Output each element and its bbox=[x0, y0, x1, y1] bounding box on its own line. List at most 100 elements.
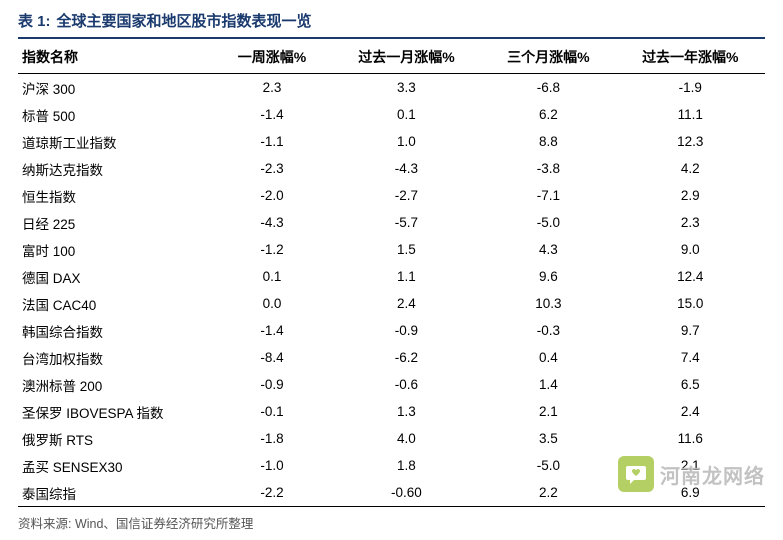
cell-value: 2.4 bbox=[616, 398, 765, 425]
cell-value: -1.8 bbox=[212, 425, 332, 452]
col-month-change: 过去一月涨幅% bbox=[332, 41, 481, 74]
heart-chat-icon bbox=[624, 462, 648, 486]
title-row: 表 1: 全球主要国家和地区股市指数表现一览 bbox=[18, 10, 765, 39]
cell-index-name: 德国 DAX bbox=[18, 263, 212, 290]
cell-value: -0.60 bbox=[332, 479, 481, 507]
col-year-change: 过去一年涨幅% bbox=[616, 41, 765, 74]
cell-value: 11.6 bbox=[616, 425, 765, 452]
cell-value: 10.3 bbox=[481, 290, 615, 317]
cell-value: -7.1 bbox=[481, 182, 615, 209]
table-row: 富时 100-1.21.54.39.0 bbox=[18, 236, 765, 263]
table-row: 澳洲标普 200-0.9-0.61.46.5 bbox=[18, 371, 765, 398]
cell-index-name: 法国 CAC40 bbox=[18, 290, 212, 317]
cell-value: -5.0 bbox=[481, 209, 615, 236]
table-row: 沪深 3002.33.3-6.8-1.9 bbox=[18, 74, 765, 102]
watermark: 河南龙网络 bbox=[618, 456, 765, 492]
cell-index-name: 沪深 300 bbox=[18, 74, 212, 102]
cell-value: 12.3 bbox=[616, 128, 765, 155]
cell-value: -1.4 bbox=[212, 101, 332, 128]
cell-value: -0.6 bbox=[332, 371, 481, 398]
watermark-text: 河南龙网络 bbox=[660, 460, 765, 489]
cell-value: 9.7 bbox=[616, 317, 765, 344]
stock-index-table: 指数名称 一周涨幅% 过去一月涨幅% 三个月涨幅% 过去一年涨幅% 沪深 300… bbox=[18, 41, 765, 507]
cell-index-name: 澳洲标普 200 bbox=[18, 371, 212, 398]
cell-value: -3.8 bbox=[481, 155, 615, 182]
cell-index-name: 泰国综指 bbox=[18, 479, 212, 507]
cell-value: -2.2 bbox=[212, 479, 332, 507]
cell-value: 2.2 bbox=[481, 479, 615, 507]
cell-value: -0.9 bbox=[212, 371, 332, 398]
cell-value: 2.3 bbox=[212, 74, 332, 102]
cell-value: -0.9 bbox=[332, 317, 481, 344]
cell-value: -4.3 bbox=[212, 209, 332, 236]
cell-index-name: 孟买 SENSEX30 bbox=[18, 452, 212, 479]
cell-value: -2.3 bbox=[212, 155, 332, 182]
cell-value: 1.5 bbox=[332, 236, 481, 263]
cell-index-name: 圣保罗 IBOVESPA 指数 bbox=[18, 398, 212, 425]
data-source: 资料来源: Wind、国信证券经济研究所整理 bbox=[18, 513, 765, 532]
table-row: 日经 225-4.3-5.7-5.02.3 bbox=[18, 209, 765, 236]
col-3month-change: 三个月涨幅% bbox=[481, 41, 615, 74]
cell-value: 3.3 bbox=[332, 74, 481, 102]
cell-index-name: 恒生指数 bbox=[18, 182, 212, 209]
table-row: 台湾加权指数-8.4-6.20.47.4 bbox=[18, 344, 765, 371]
cell-value: -4.3 bbox=[332, 155, 481, 182]
cell-index-name: 日经 225 bbox=[18, 209, 212, 236]
cell-value: -8.4 bbox=[212, 344, 332, 371]
table-title: 全球主要国家和地区股市指数表现一览 bbox=[57, 10, 312, 31]
col-index-name: 指数名称 bbox=[18, 41, 212, 74]
cell-value: -1.0 bbox=[212, 452, 332, 479]
cell-value: 1.3 bbox=[332, 398, 481, 425]
cell-value: -1.2 bbox=[212, 236, 332, 263]
table-row: 法国 CAC400.02.410.315.0 bbox=[18, 290, 765, 317]
cell-value: -2.0 bbox=[212, 182, 332, 209]
cell-value: 4.3 bbox=[481, 236, 615, 263]
table-row: 圣保罗 IBOVESPA 指数-0.11.32.12.4 bbox=[18, 398, 765, 425]
cell-value: 12.4 bbox=[616, 263, 765, 290]
cell-value: 6.2 bbox=[481, 101, 615, 128]
cell-index-name: 标普 500 bbox=[18, 101, 212, 128]
cell-index-name: 纳斯达克指数 bbox=[18, 155, 212, 182]
cell-value: -0.1 bbox=[212, 398, 332, 425]
cell-value: -6.8 bbox=[481, 74, 615, 102]
watermark-icon bbox=[618, 456, 654, 492]
cell-value: 1.1 bbox=[332, 263, 481, 290]
table-label: 表 1: bbox=[18, 10, 51, 31]
cell-value: 1.4 bbox=[481, 371, 615, 398]
cell-value: -1.4 bbox=[212, 317, 332, 344]
cell-index-name: 韩国综合指数 bbox=[18, 317, 212, 344]
table-row: 韩国综合指数-1.4-0.9-0.39.7 bbox=[18, 317, 765, 344]
cell-index-name: 道琼斯工业指数 bbox=[18, 128, 212, 155]
cell-value: 11.1 bbox=[616, 101, 765, 128]
cell-value: 2.3 bbox=[616, 209, 765, 236]
cell-value: -5.7 bbox=[332, 209, 481, 236]
cell-value: 1.0 bbox=[332, 128, 481, 155]
cell-index-name: 俄罗斯 RTS bbox=[18, 425, 212, 452]
cell-value: 4.2 bbox=[616, 155, 765, 182]
cell-value: 0.0 bbox=[212, 290, 332, 317]
cell-value: -5.0 bbox=[481, 452, 615, 479]
cell-value: 3.5 bbox=[481, 425, 615, 452]
cell-value: -1.1 bbox=[212, 128, 332, 155]
cell-value: 6.5 bbox=[616, 371, 765, 398]
cell-value: 4.0 bbox=[332, 425, 481, 452]
col-week-change: 一周涨幅% bbox=[212, 41, 332, 74]
cell-value: 2.1 bbox=[481, 398, 615, 425]
cell-value: 15.0 bbox=[616, 290, 765, 317]
cell-value: 1.8 bbox=[332, 452, 481, 479]
table-row: 恒生指数-2.0-2.7-7.12.9 bbox=[18, 182, 765, 209]
table-row: 道琼斯工业指数-1.11.08.812.3 bbox=[18, 128, 765, 155]
table-row: 纳斯达克指数-2.3-4.3-3.84.2 bbox=[18, 155, 765, 182]
cell-value: 0.1 bbox=[332, 101, 481, 128]
table-row: 俄罗斯 RTS-1.84.03.511.6 bbox=[18, 425, 765, 452]
cell-value: 2.9 bbox=[616, 182, 765, 209]
cell-value: 9.0 bbox=[616, 236, 765, 263]
cell-value: -6.2 bbox=[332, 344, 481, 371]
cell-value: 0.1 bbox=[212, 263, 332, 290]
cell-value: 9.6 bbox=[481, 263, 615, 290]
cell-value: -2.7 bbox=[332, 182, 481, 209]
table-header-row: 指数名称 一周涨幅% 过去一月涨幅% 三个月涨幅% 过去一年涨幅% bbox=[18, 41, 765, 74]
cell-value: 7.4 bbox=[616, 344, 765, 371]
cell-value: 2.4 bbox=[332, 290, 481, 317]
cell-value: 0.4 bbox=[481, 344, 615, 371]
